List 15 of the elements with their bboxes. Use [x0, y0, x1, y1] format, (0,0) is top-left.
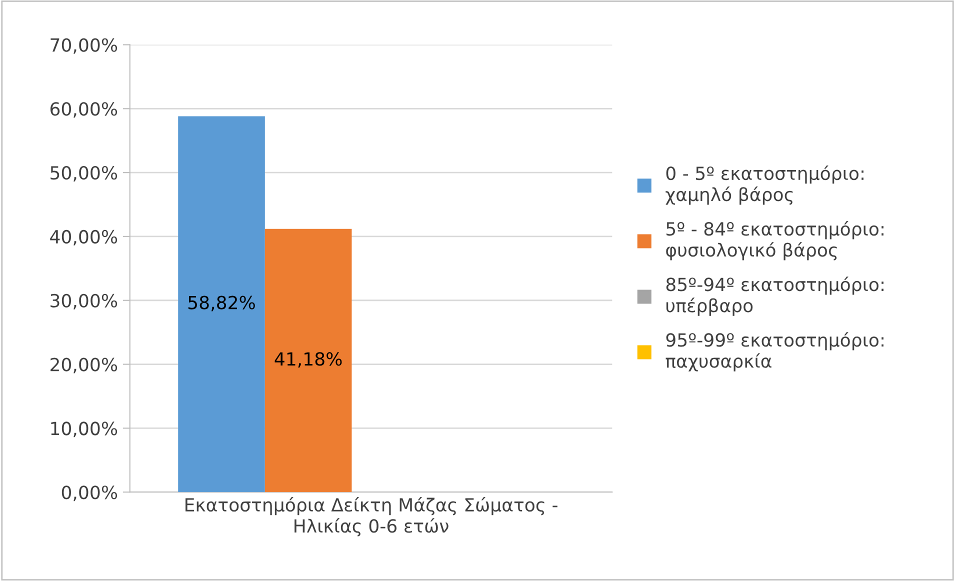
y-tick-label: 30,00% — [50, 294, 118, 310]
legend-label: 0 - 5º εκατοστημόριο: χαμηλό βάρος — [666, 165, 864, 205]
y-tick-label: 50,00% — [50, 166, 118, 182]
y-tick-label: 60,00% — [50, 102, 118, 118]
legend-label: 85º-94º εκατοστημόριο: υπέρβαρο — [666, 276, 884, 316]
x-tick-label: Εκατοστημόρια Δείκτη Μάζας Σώματος - Ηλικίας 0-6 ετών — [186, 496, 558, 536]
data-label: 41,18% — [274, 352, 342, 368]
legend-label: 95º-99º εκατοστημόριο: παχυσαρκία — [666, 332, 884, 372]
y-tick-label: 10,00% — [51, 422, 118, 438]
data-label: 58,82% — [188, 296, 255, 312]
y-tick-label: 0,00% — [62, 486, 118, 502]
y-tick-label: 70,00% — [50, 38, 118, 54]
legend-label: 5º - 84º εκατοστημόριο: φυσιολογικό βάρος — [666, 221, 884, 260]
y-tick-label: 20,00% — [50, 358, 118, 374]
y-tick-label: 40,00% — [50, 230, 118, 246]
